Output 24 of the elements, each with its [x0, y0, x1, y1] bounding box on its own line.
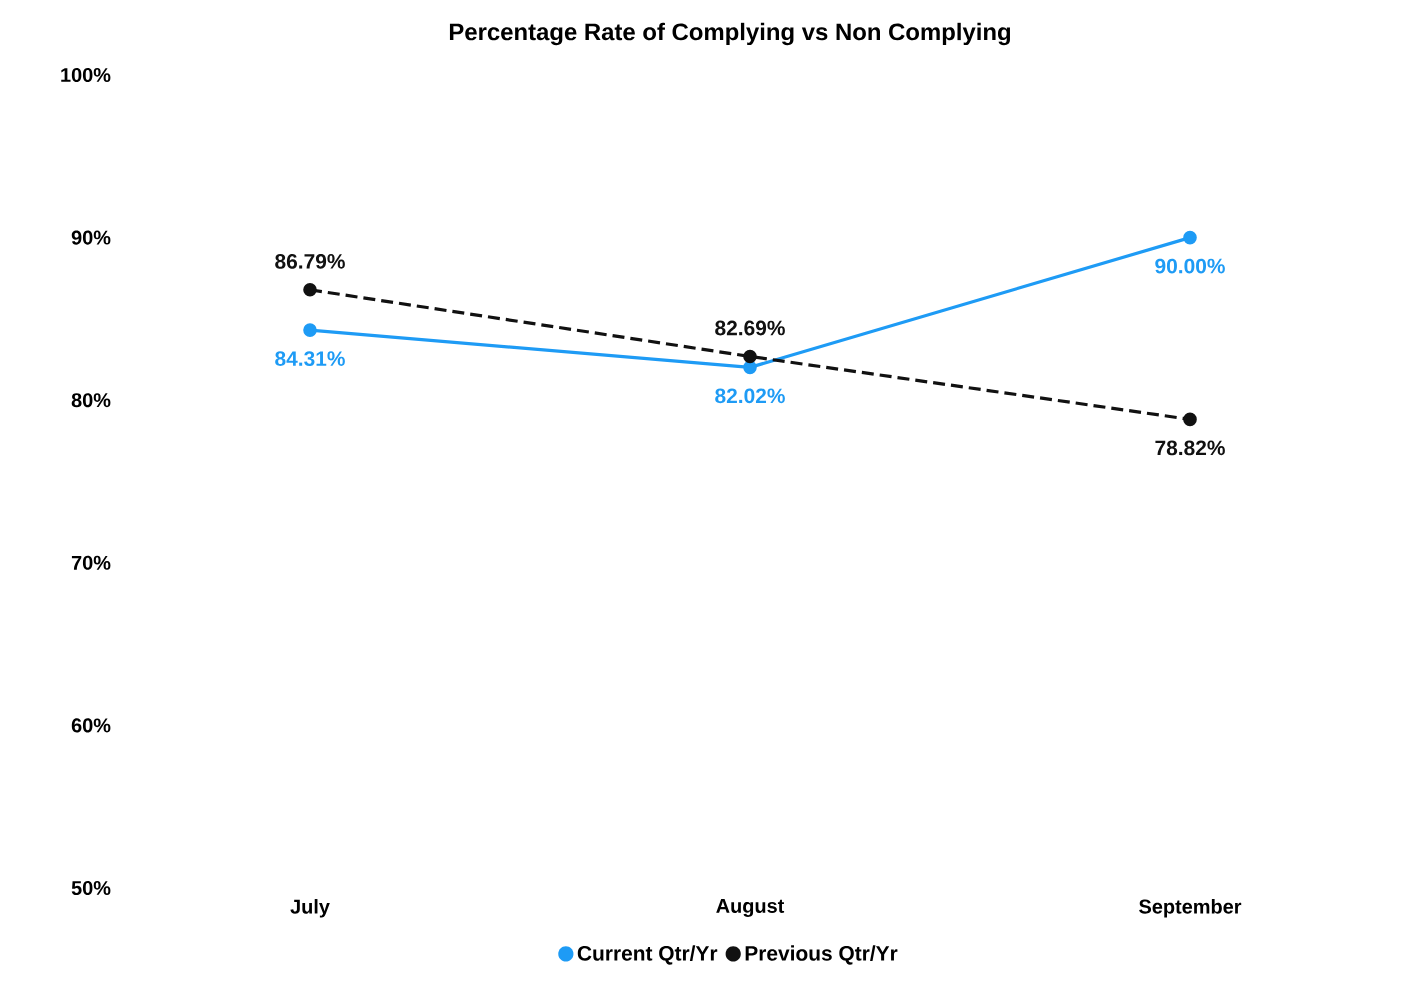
chart-title: Percentage Rate of Complying vs Non Complying [449, 22, 1011, 46]
y-tick-label: 60% [71, 718, 111, 733]
y-tick-label: 100% [61, 67, 111, 83]
data-label: 90.00% [1155, 258, 1225, 274]
point [1183, 412, 1197, 427]
point [743, 360, 757, 375]
x-tick-label: July [290, 899, 330, 918]
data-label: 82.02% [715, 388, 785, 404]
data-label: 82.69% [715, 320, 785, 336]
x-tick-label: September [1139, 899, 1242, 918]
y-tick-label: 50% [71, 880, 111, 896]
legend-label: Current Qtr/Yr [577, 945, 718, 965]
x-tick-label: August [716, 899, 785, 917]
y-tick-label: 80% [71, 393, 111, 408]
data-label: 84.31% [275, 351, 345, 367]
point [743, 349, 757, 364]
y-tick-label: 90% [71, 230, 111, 245]
point [1183, 230, 1197, 245]
data-label: 86.79% [275, 253, 345, 269]
y-tick-label: 70% [71, 555, 111, 570]
point [303, 323, 317, 337]
legend-label: Previous Qtr/Yr [745, 945, 898, 965]
data-label: 78.82% [1155, 440, 1225, 456]
point [303, 282, 317, 297]
